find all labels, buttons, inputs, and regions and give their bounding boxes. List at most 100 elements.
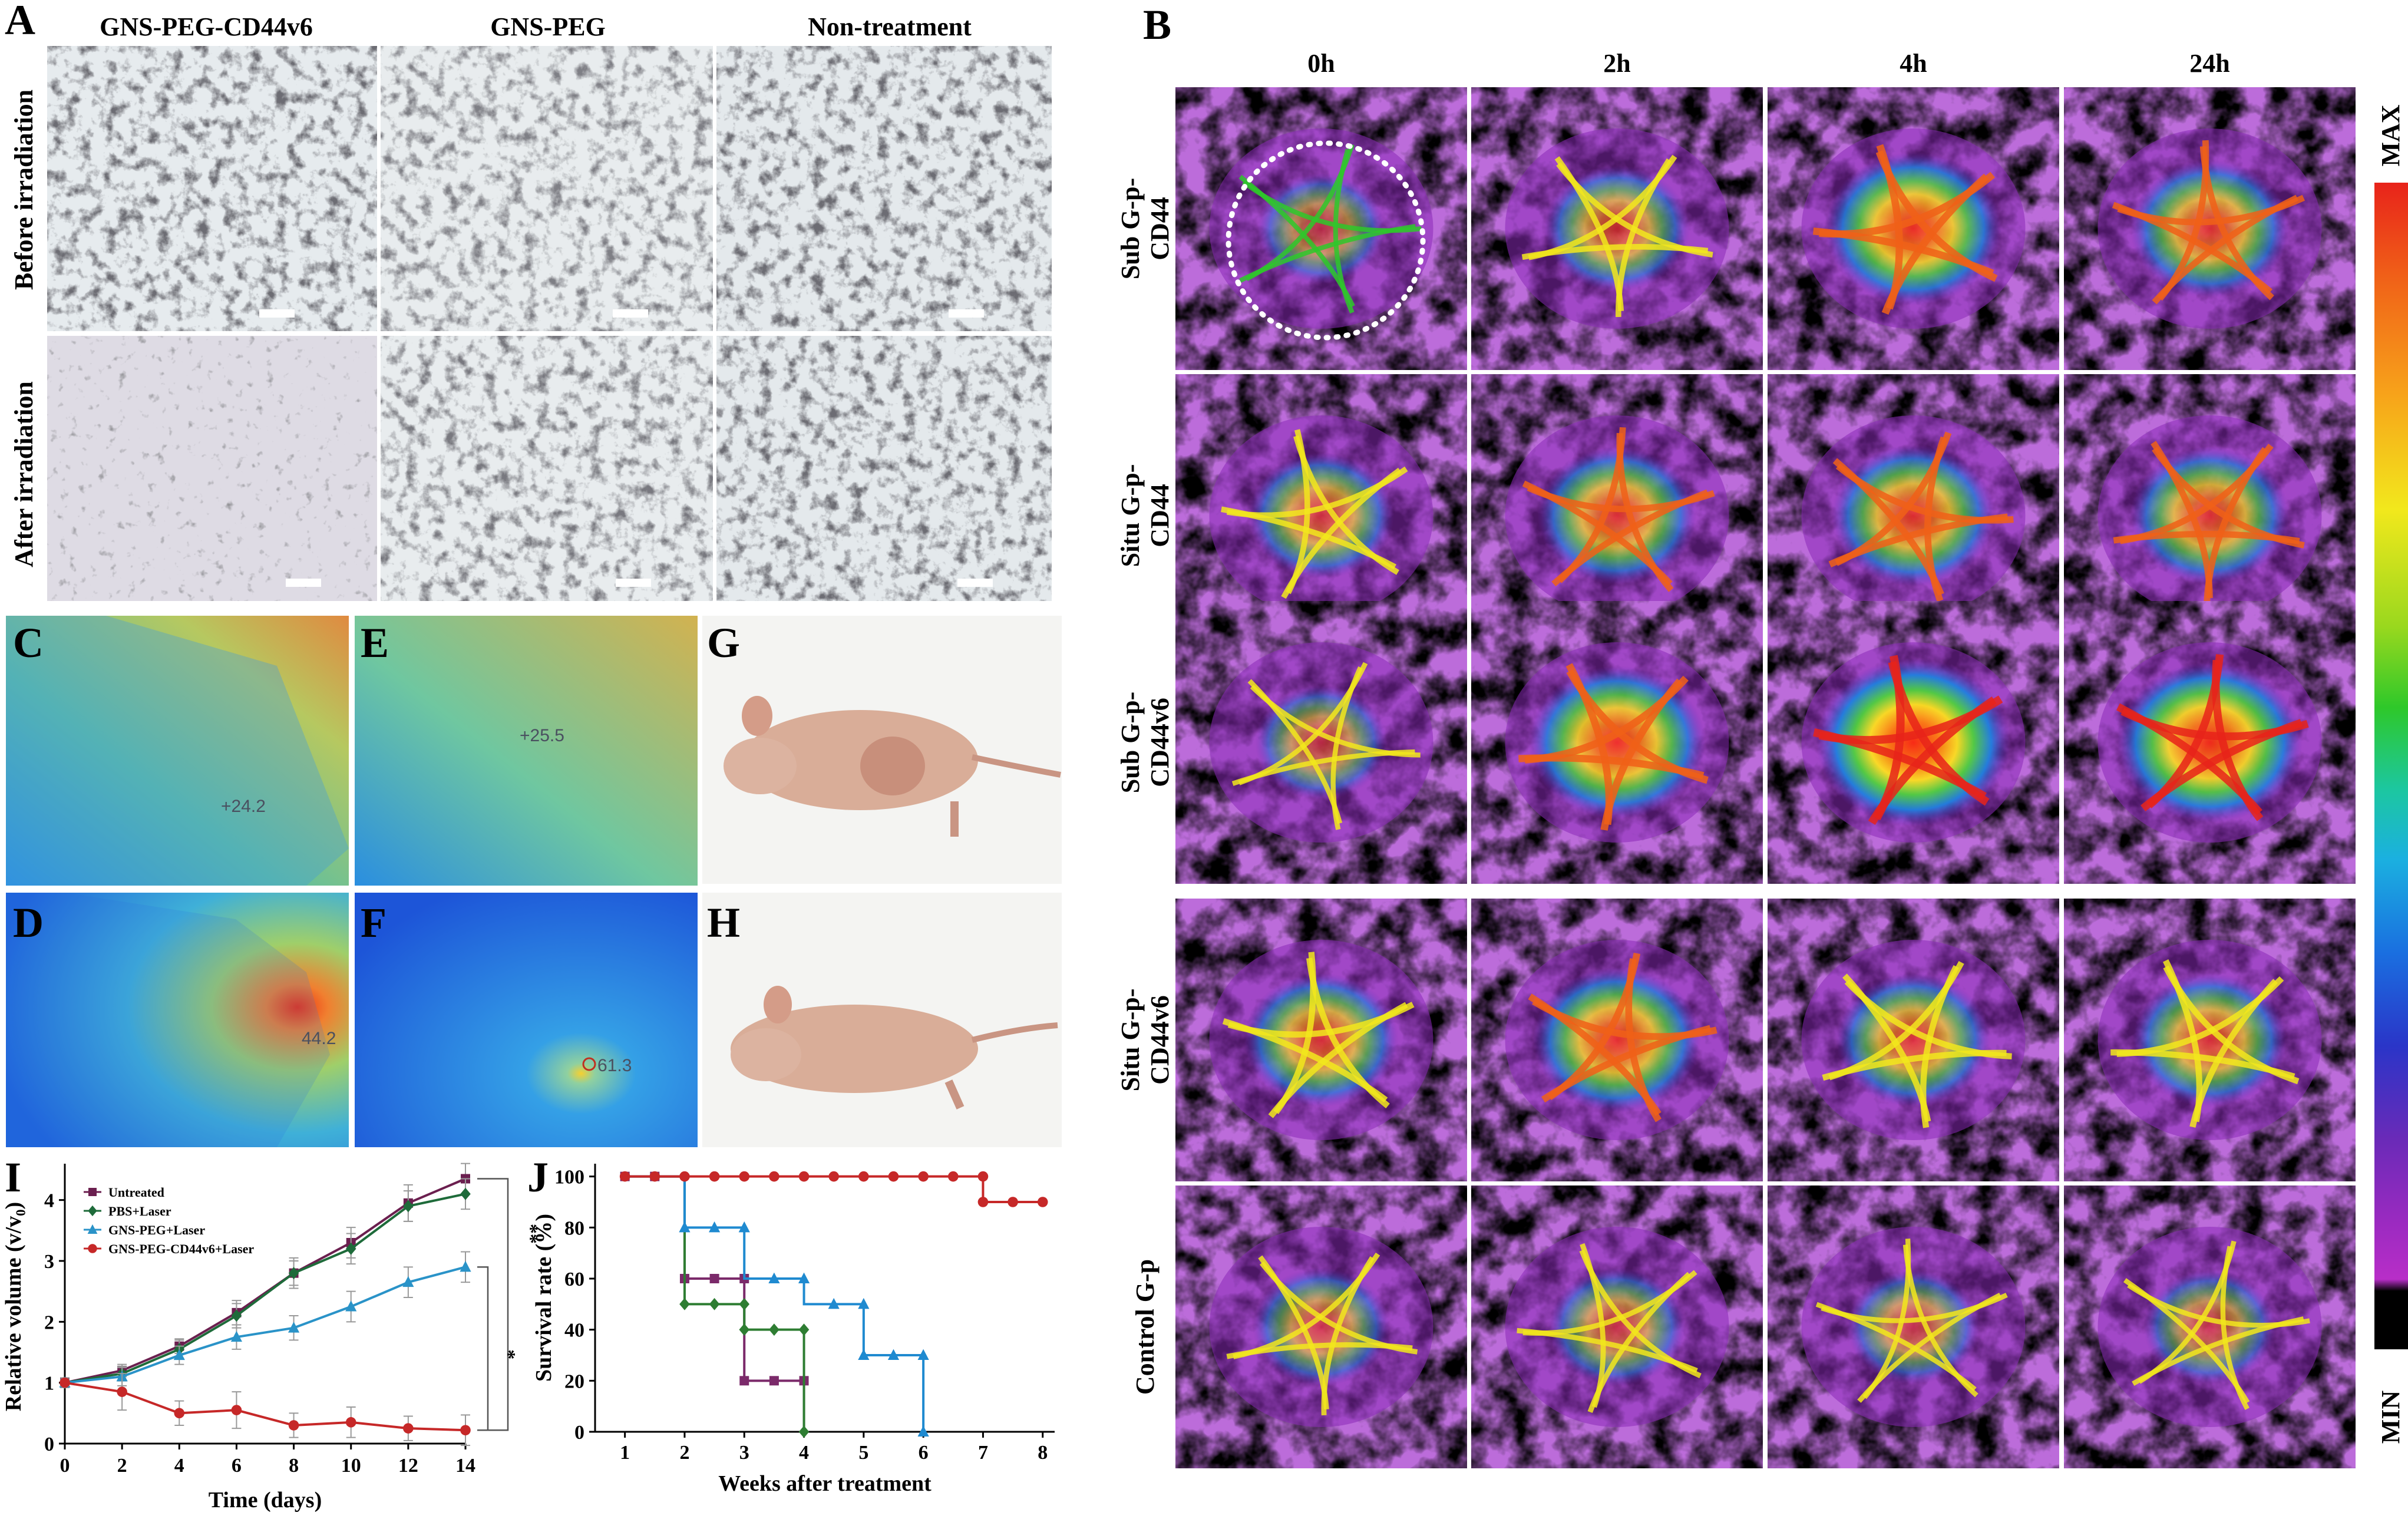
micrograph-before-non-treatment (716, 46, 1052, 333)
data-point (460, 1260, 471, 1272)
temperature-reading-e: +25.5 (520, 726, 564, 745)
panel-letter-b: B (1143, 1, 1171, 48)
row-label-line: CD44v6 (1145, 995, 1174, 1085)
row-label-line: Sub G-p- (1116, 178, 1145, 279)
data-point (709, 1274, 719, 1283)
temperature-reading-f: 61.3 (597, 1056, 632, 1075)
fluorescence-image-r2-c0 (1175, 601, 1467, 884)
series-2 (59, 1251, 471, 1388)
panel-letter-e: E (361, 619, 389, 666)
legend: Untreated PBS+Laser GNS-PEG+Laser GNS-PEG-C… (84, 1185, 254, 1256)
significance-label-single: * (497, 1349, 519, 1359)
data-point (977, 1171, 989, 1182)
time-label-2h: 2h (1603, 49, 1630, 78)
row-label-line: Control G-p (1131, 1259, 1160, 1395)
row-label-1: Situ G-p- CD44 (1116, 464, 1174, 567)
x-tick-label: 2 (679, 1442, 689, 1464)
y-tick-label: 2 (44, 1312, 54, 1333)
mouse-photo-g (724, 696, 1061, 837)
data-point (288, 1420, 299, 1431)
time-label-24h: 24h (2189, 49, 2229, 78)
x-tick-label: 6 (232, 1455, 242, 1477)
micrograph-before-gns-peg (380, 46, 713, 333)
fluorescence-image-r4-c2 (1768, 1186, 2059, 1468)
thermal-image-e: E +25.5 (355, 616, 698, 886)
fluorescence-image-r3-c2 (1768, 899, 2059, 1181)
series-line (64, 1266, 466, 1384)
fluorescence-image-r0-c1 (1471, 87, 1763, 370)
data-point (769, 1171, 779, 1182)
row-label-line: Sub G-p- (1116, 692, 1145, 793)
legend-label: GNS-PEG+Laser (108, 1223, 205, 1237)
data-point (402, 1276, 414, 1287)
colorbar: MAX MIN (2374, 104, 2408, 1444)
legend-marker (88, 1188, 97, 1196)
series-3 (60, 1373, 471, 1447)
thermal-image-d: D 44.2 (6, 893, 349, 1147)
y-tick-label: 3 (44, 1251, 54, 1273)
data-point (231, 1309, 242, 1322)
y-tick-label: 20 (564, 1371, 584, 1392)
data-point (345, 1300, 357, 1312)
data-point (231, 1405, 242, 1415)
data-point (798, 1171, 810, 1182)
data-point (887, 1349, 900, 1360)
data-point (345, 1242, 356, 1255)
data-point (768, 1272, 780, 1283)
data-point (619, 1171, 630, 1182)
row-label-line: CD44 (1145, 197, 1174, 260)
data-point (649, 1171, 660, 1182)
mouse-photo-h (731, 986, 1058, 1109)
data-point (679, 1297, 690, 1310)
temperature-reading-d: 44.2 (302, 1029, 336, 1048)
data-point (739, 1323, 750, 1336)
fluorescence-image-r4-c3 (2064, 1186, 2356, 1468)
data-point (798, 1323, 810, 1336)
row-label-line: CD44v6 (1145, 698, 1174, 787)
thermal-image-c: C +24.2 (6, 616, 349, 886)
series-line (64, 1177, 466, 1384)
x-tick-label: 12 (398, 1455, 418, 1477)
colorbar-max-label: MAX (2376, 104, 2405, 166)
colorbar-min-label: MIN (2376, 1391, 2405, 1444)
x-axis-title: Weeks after treatment (718, 1471, 932, 1496)
panel-letter-d: D (13, 899, 44, 946)
fluorescence-image-r2-c1 (1471, 601, 1763, 884)
series-line (64, 1193, 466, 1384)
micrograph-after-gns-peg (380, 333, 713, 601)
data-point (828, 1297, 840, 1309)
panel-letter-a: A (5, 0, 35, 44)
data-point (977, 1197, 989, 1207)
panel-g: G (702, 616, 1062, 884)
y-tick-label: 40 (564, 1320, 584, 1342)
x-tick-label: 6 (919, 1442, 929, 1464)
y-tick-label: 4 (44, 1190, 54, 1212)
time-label-4h: 4h (1900, 49, 1927, 78)
data-point (888, 1171, 899, 1182)
x-tick-label: 4 (174, 1455, 184, 1477)
x-tick-label: 14 (455, 1455, 475, 1477)
data-point (230, 1330, 243, 1342)
data-point (403, 1200, 414, 1213)
panel-letter-f: F (361, 899, 387, 946)
row-label-2: Sub G-p- CD44v6 (1116, 692, 1174, 793)
legend-label: PBS+Laser (108, 1204, 171, 1218)
thermal-image-f: F 61.3 (355, 893, 698, 1147)
series-3 (619, 1171, 1048, 1207)
fluorescence-image-r2-c2 (1768, 601, 2059, 884)
data-point (345, 1417, 356, 1428)
x-tick-label: 3 (739, 1442, 749, 1464)
data-point (947, 1171, 959, 1182)
data-point (679, 1171, 690, 1182)
y-tick-label: 60 (564, 1269, 584, 1290)
bracket-gns-peg-vs-cd44v6 (477, 1266, 489, 1431)
data-point (917, 1349, 929, 1360)
x-tick-label: 7 (978, 1442, 988, 1464)
series-line (64, 1381, 466, 1432)
fluorescence-image-r2-c3 (2064, 601, 2356, 884)
data-point (460, 1425, 471, 1436)
data-point (403, 1423, 414, 1434)
legend-label: Untreated (108, 1185, 164, 1200)
